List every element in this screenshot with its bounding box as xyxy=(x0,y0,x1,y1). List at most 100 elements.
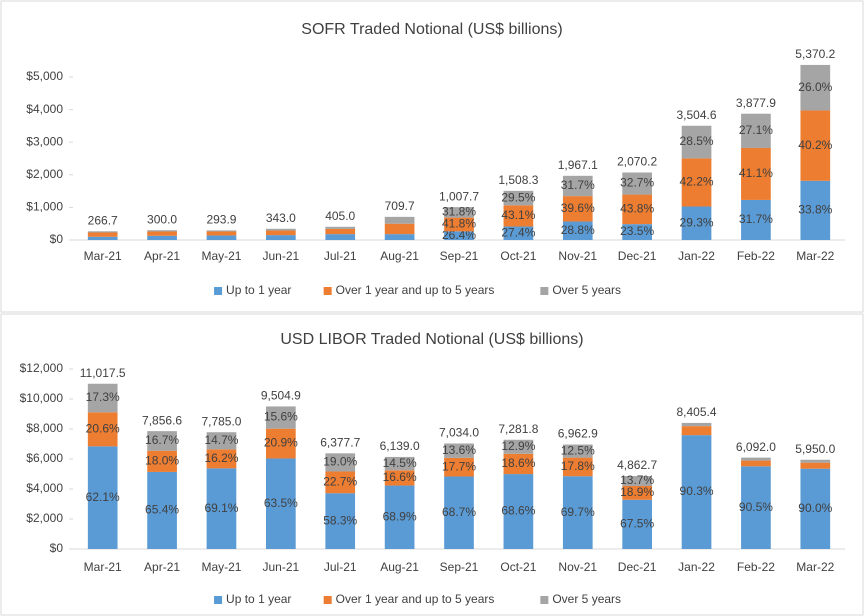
bar-segment xyxy=(384,485,415,549)
bar-segment xyxy=(325,471,356,494)
x-tick-label: Nov-21 xyxy=(558,249,597,263)
x-tick-label: Mar-21 xyxy=(84,560,122,574)
bar-segment xyxy=(622,194,652,225)
bar-segment xyxy=(147,230,177,232)
percent-label: 14.5% xyxy=(383,456,417,470)
total-label: 11,017.5 xyxy=(80,366,126,380)
percent-label: 43.8% xyxy=(620,202,654,216)
total-label: 343.0 xyxy=(266,211,296,225)
percent-label: 18.0% xyxy=(145,453,179,467)
percent-label: 39.6% xyxy=(561,201,595,215)
total-label: 1,007.7 xyxy=(439,189,479,203)
bar-segment xyxy=(87,412,118,447)
bar-segment xyxy=(87,446,118,549)
total-label: 7,785.0 xyxy=(201,414,241,428)
total-label: 6,139.0 xyxy=(380,439,420,453)
percent-label: 20.9% xyxy=(264,436,298,450)
x-tick-label: Jan-22 xyxy=(678,560,715,574)
bar-segment xyxy=(325,453,356,472)
bar-segment xyxy=(681,426,712,436)
total-label: 5,370.2 xyxy=(795,47,835,61)
bar-segment xyxy=(741,460,771,467)
x-tick-label: Aug-21 xyxy=(380,249,419,263)
total-label: 7,281.8 xyxy=(498,422,538,436)
y-tick-label: $0 xyxy=(50,232,64,246)
total-label: 266.7 xyxy=(88,213,118,227)
bar-segment xyxy=(206,449,237,469)
bar-segment xyxy=(266,428,296,459)
legend-swatch xyxy=(323,287,332,295)
percent-label: 18.6% xyxy=(501,456,535,470)
bar-segment xyxy=(800,468,831,549)
bar-segment xyxy=(741,457,771,461)
bar-segment xyxy=(266,230,296,236)
x-tick-label: Nov-21 xyxy=(558,560,597,574)
x-tick-label: Jan-22 xyxy=(678,249,715,263)
bar-segment xyxy=(800,64,831,111)
bar-segment xyxy=(741,147,771,200)
percent-label: 12.5% xyxy=(561,443,595,457)
total-label: 4,862.7 xyxy=(617,458,657,472)
bar-segment xyxy=(681,422,712,427)
legend-label: Up to 1 year xyxy=(226,592,291,606)
percent-label: 29.3% xyxy=(680,215,714,229)
x-tick-label: Dec-21 xyxy=(618,249,657,263)
legend-label: Over 5 years xyxy=(552,592,621,606)
percent-label: 17.8% xyxy=(561,459,595,473)
percent-label: 27.1% xyxy=(739,123,773,137)
y-tick-label: $4,000 xyxy=(26,102,63,116)
percent-label: 16.6% xyxy=(383,470,417,484)
percent-label: 31.8% xyxy=(442,205,476,219)
percent-label: 68.7% xyxy=(442,505,476,519)
x-tick-label: May-21 xyxy=(201,249,241,263)
y-tick-label: $2,000 xyxy=(26,511,63,525)
x-tick-label: Dec-21 xyxy=(618,560,657,574)
total-label: 300.0 xyxy=(147,212,177,226)
percent-label: 13.7% xyxy=(620,473,654,487)
bar-segment xyxy=(384,456,415,471)
panel xyxy=(0,313,864,616)
percent-label: 19.0% xyxy=(323,455,357,469)
bar-segment xyxy=(384,470,415,486)
bar-segment xyxy=(325,226,356,229)
total-label: 3,504.6 xyxy=(677,108,717,122)
total-label: 5,950.0 xyxy=(795,442,835,456)
percent-label: 18.9% xyxy=(620,485,654,499)
bar-segment xyxy=(444,231,474,240)
x-tick-label: Mar-22 xyxy=(796,249,834,263)
bar-segment xyxy=(444,207,474,218)
bar-segment xyxy=(503,453,534,475)
total-label: 2,070.2 xyxy=(617,155,657,169)
x-tick-label: Feb-22 xyxy=(737,249,775,263)
bar-segment xyxy=(622,485,652,500)
total-label: 6,962.9 xyxy=(558,427,598,441)
bar-segment xyxy=(562,221,593,240)
chart-title: SOFR Traded Notional (US$ billions) xyxy=(301,21,562,38)
y-tick-label: $8,000 xyxy=(26,421,63,435)
bar-segment xyxy=(87,231,118,233)
bar-segment xyxy=(444,457,474,477)
x-tick-label: Feb-22 xyxy=(737,560,775,574)
y-tick-label: $12,000 xyxy=(20,361,64,375)
bar-segment xyxy=(384,223,415,235)
percent-label: 27.4% xyxy=(501,225,535,239)
bar-segment xyxy=(266,406,296,429)
percent-label: 31.7% xyxy=(739,212,773,226)
bar-segment xyxy=(444,443,474,458)
percent-label: 90.5% xyxy=(739,500,773,514)
percent-label: 14.7% xyxy=(204,433,238,447)
bar-segment xyxy=(503,226,534,240)
percent-label: 40.2% xyxy=(798,138,832,152)
percent-label: 13.6% xyxy=(442,443,476,457)
total-label: 1,967.1 xyxy=(558,158,598,172)
y-tick-label: $6,000 xyxy=(26,451,63,465)
y-tick-label: $10,000 xyxy=(20,391,64,405)
panel xyxy=(0,0,864,313)
bar-segment xyxy=(741,113,771,148)
bar-segment xyxy=(800,462,831,469)
x-tick-label: Jun-21 xyxy=(262,560,299,574)
bar-segment xyxy=(147,431,177,451)
percent-label: 68.6% xyxy=(501,504,535,518)
